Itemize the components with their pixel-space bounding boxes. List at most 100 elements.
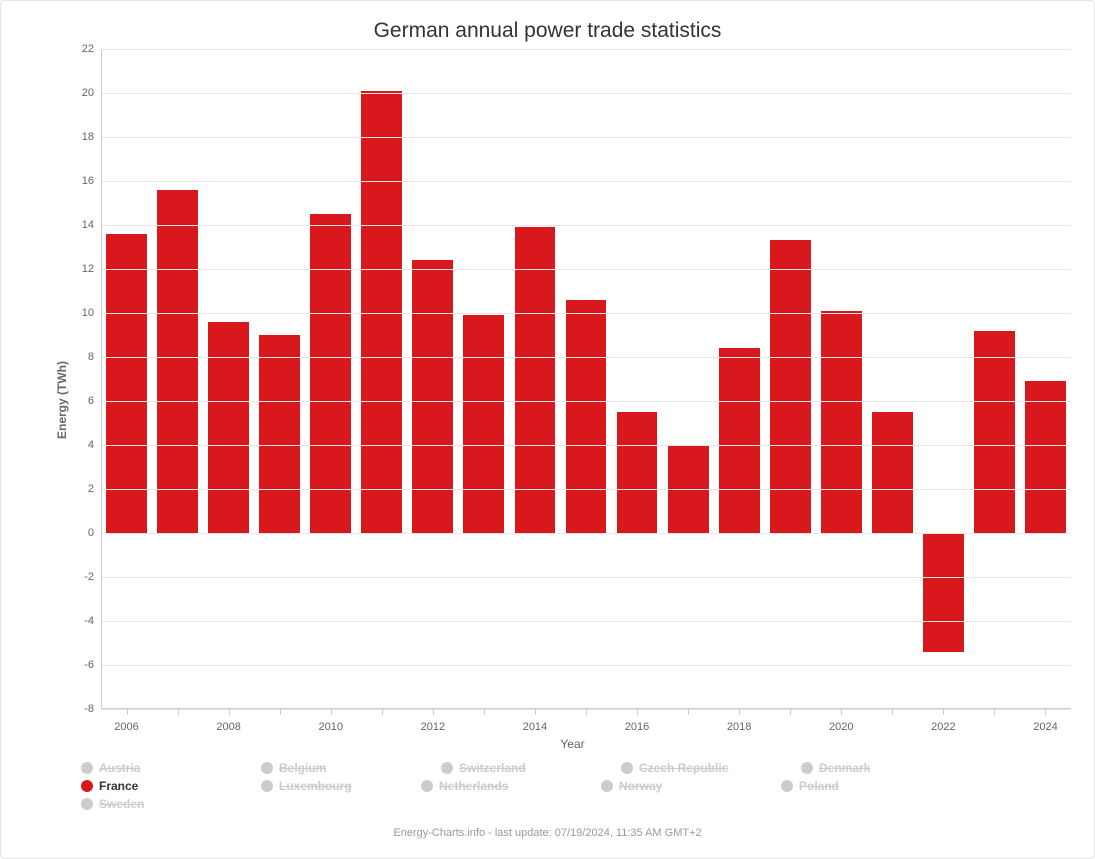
bars-layer [101, 49, 1071, 709]
x-tick-label: 2020 [829, 721, 853, 733]
x-tick-label: 2014 [523, 721, 547, 733]
y-tick-label: 10 [66, 307, 94, 319]
bar[interactable] [208, 322, 249, 533]
legend-item-poland[interactable]: Poland [781, 779, 921, 793]
y-axis-line [101, 49, 102, 709]
grid-line [101, 577, 1071, 578]
legend-item-czech-republic[interactable]: Czech Republic [621, 761, 761, 775]
x-axis-title: Year [71, 737, 1074, 751]
x-tick [1045, 709, 1046, 715]
legend-swatch [261, 762, 273, 774]
x-tick [433, 709, 434, 715]
x-tick [943, 709, 944, 715]
grid-line [101, 181, 1071, 182]
legend-item-netherlands[interactable]: Netherlands [421, 779, 561, 793]
bar[interactable] [566, 300, 607, 533]
legend: Austria Belgium Switzerland Czech Republic D… [81, 761, 1041, 815]
bar[interactable] [719, 348, 760, 533]
y-tick-label: 6 [66, 395, 94, 407]
bar[interactable] [412, 260, 453, 533]
legend-item-france[interactable]: France [81, 779, 221, 793]
legend-item-switzerland[interactable]: Switzerland [441, 761, 581, 775]
legend-swatch [421, 780, 433, 792]
x-tick [331, 709, 332, 715]
x-tick [382, 709, 383, 715]
legend-swatch [441, 762, 453, 774]
y-tick-label: 22 [66, 43, 94, 55]
x-tick [229, 709, 230, 715]
legend-label: France [99, 779, 138, 793]
bar[interactable] [157, 190, 198, 533]
x-tick-label: 2006 [114, 721, 138, 733]
x-tick-label: 2012 [421, 721, 445, 733]
legend-item-denmark[interactable]: Denmark [801, 761, 941, 775]
grid-line [101, 401, 1071, 402]
chart-title: German annual power trade statistics [11, 19, 1084, 43]
chart-footer: Energy-Charts.info - last update: 07/19/… [11, 827, 1084, 839]
y-tick-label: -6 [66, 659, 94, 671]
chart-card: German annual power trade statistics Ene… [0, 0, 1095, 859]
y-tick-label: 14 [66, 219, 94, 231]
legend-item-luxembourg[interactable]: Luxembourg [261, 779, 381, 793]
legend-swatch [781, 780, 793, 792]
grid-line [101, 225, 1071, 226]
x-tick [790, 709, 791, 715]
x-tick-label: 2016 [625, 721, 649, 733]
legend-label: Belgium [279, 761, 326, 775]
grid-line [101, 533, 1071, 534]
legend-label: Sweden [99, 797, 144, 811]
grid-line [101, 269, 1071, 270]
x-tick-label: 2018 [727, 721, 751, 733]
bar[interactable] [872, 412, 913, 533]
y-tick-label: 18 [66, 131, 94, 143]
x-tick [484, 709, 485, 715]
grid-line [101, 621, 1071, 622]
x-tick-label: 2008 [216, 721, 240, 733]
bar[interactable] [821, 311, 862, 533]
legend-item-sweden[interactable]: Sweden [81, 797, 221, 811]
x-tick [994, 709, 995, 715]
legend-label: Czech Republic [639, 761, 728, 775]
bar[interactable] [1025, 381, 1066, 533]
y-tick-label: 16 [66, 175, 94, 187]
legend-label: Netherlands [439, 779, 508, 793]
x-tick [178, 709, 179, 715]
bar[interactable] [923, 533, 964, 652]
legend-swatch [261, 780, 273, 792]
x-tick [586, 709, 587, 715]
legend-item-austria[interactable]: Austria [81, 761, 221, 775]
legend-swatch [81, 762, 93, 774]
bar[interactable] [515, 227, 556, 533]
x-tick [535, 709, 536, 715]
legend-item-norway[interactable]: Norway [601, 779, 741, 793]
bar[interactable] [463, 315, 504, 533]
y-tick-label: 2 [66, 483, 94, 495]
plot-area: Energy (TWh) -8-6-4-20246810121416182022… [71, 49, 1074, 751]
legend-swatch [801, 762, 813, 774]
y-tick-label: 12 [66, 263, 94, 275]
y-tick-label: -8 [66, 703, 94, 715]
bar[interactable] [617, 412, 658, 533]
x-tick [841, 709, 842, 715]
bar[interactable] [974, 331, 1015, 533]
x-tick [280, 709, 281, 715]
legend-item-belgium[interactable]: Belgium [261, 761, 401, 775]
x-tick-label: 2024 [1033, 721, 1057, 733]
legend-label: Denmark [819, 761, 870, 775]
y-tick-label: 4 [66, 439, 94, 451]
y-tick-label: 0 [66, 527, 94, 539]
grid-line [101, 93, 1071, 94]
legend-swatch [81, 798, 93, 810]
x-tick [892, 709, 893, 715]
legend-swatch [621, 762, 633, 774]
bar[interactable] [310, 214, 351, 533]
x-tick [688, 709, 689, 715]
legend-swatch [601, 780, 613, 792]
y-tick-label: 20 [66, 87, 94, 99]
legend-label: Luxembourg [279, 779, 352, 793]
bar[interactable] [259, 335, 300, 533]
x-tick [637, 709, 638, 715]
grid-line [101, 489, 1071, 490]
legend-label: Switzerland [459, 761, 526, 775]
bar[interactable] [361, 91, 402, 533]
